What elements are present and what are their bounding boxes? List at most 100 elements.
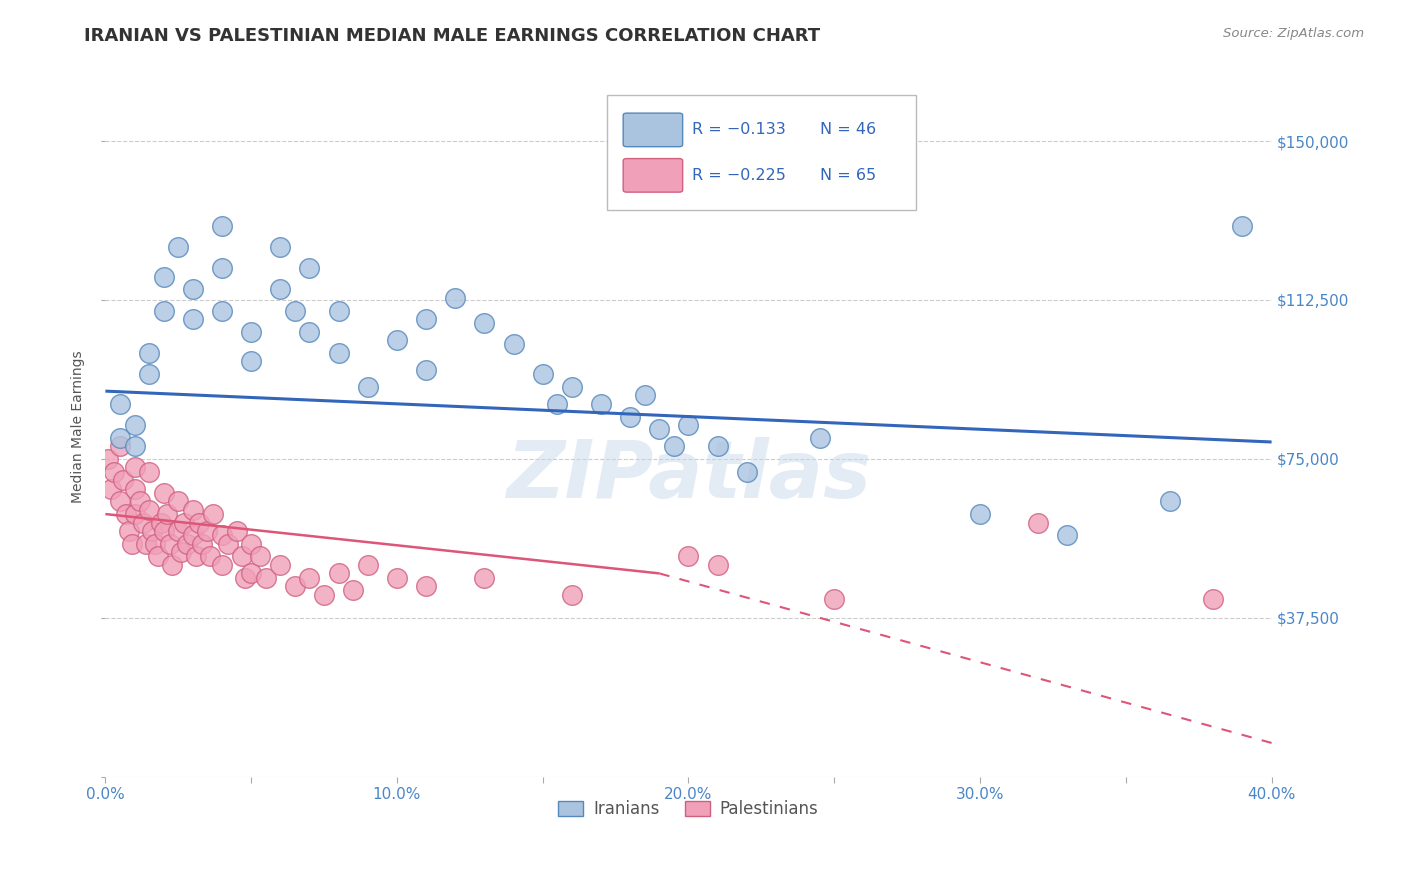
- Point: [138, 367, 160, 381]
- Point: [211, 528, 233, 542]
- Point: [735, 465, 758, 479]
- Point: [1159, 494, 1181, 508]
- Point: [546, 397, 568, 411]
- Point: [167, 240, 190, 254]
- Point: [184, 549, 207, 564]
- Point: [678, 417, 700, 432]
- Point: [197, 524, 219, 538]
- Point: [298, 571, 321, 585]
- Point: [121, 537, 143, 551]
- Point: [254, 571, 277, 585]
- Point: [415, 363, 437, 377]
- Point: [97, 452, 120, 467]
- Point: [619, 409, 641, 424]
- Point: [118, 524, 141, 538]
- Point: [181, 282, 204, 296]
- Point: [138, 503, 160, 517]
- Point: [415, 312, 437, 326]
- Point: [152, 486, 174, 500]
- Point: [124, 417, 146, 432]
- Point: [474, 316, 496, 330]
- Point: [202, 507, 225, 521]
- Point: [269, 558, 291, 572]
- Point: [531, 367, 554, 381]
- Point: [124, 482, 146, 496]
- Point: [155, 507, 177, 521]
- Point: [100, 482, 122, 496]
- Point: [108, 397, 131, 411]
- Point: [124, 460, 146, 475]
- Point: [249, 549, 271, 564]
- Point: [233, 571, 256, 585]
- Point: [648, 422, 671, 436]
- Point: [385, 571, 408, 585]
- Point: [561, 380, 583, 394]
- Point: [634, 388, 657, 402]
- Point: [111, 473, 134, 487]
- Point: [284, 579, 307, 593]
- Point: [823, 591, 845, 606]
- Point: [298, 325, 321, 339]
- Point: [170, 545, 193, 559]
- Text: Source: ZipAtlas.com: Source: ZipAtlas.com: [1223, 27, 1364, 40]
- Point: [502, 337, 524, 351]
- Point: [678, 549, 700, 564]
- Point: [190, 537, 212, 551]
- Point: [328, 303, 350, 318]
- Point: [124, 507, 146, 521]
- Point: [176, 537, 198, 551]
- Text: IRANIAN VS PALESTINIAN MEDIAN MALE EARNINGS CORRELATION CHART: IRANIAN VS PALESTINIAN MEDIAN MALE EARNI…: [84, 27, 821, 45]
- FancyBboxPatch shape: [623, 113, 683, 146]
- Point: [240, 566, 263, 581]
- Point: [108, 494, 131, 508]
- Point: [181, 312, 204, 326]
- Point: [706, 439, 728, 453]
- FancyBboxPatch shape: [607, 95, 915, 211]
- Point: [167, 524, 190, 538]
- Point: [108, 431, 131, 445]
- Point: [357, 380, 380, 394]
- Text: ZIPatlas: ZIPatlas: [506, 437, 870, 515]
- Text: R = −0.133: R = −0.133: [692, 122, 786, 137]
- Y-axis label: Median Male Earnings: Median Male Earnings: [72, 351, 86, 503]
- Point: [200, 549, 222, 564]
- Point: [152, 524, 174, 538]
- Point: [138, 346, 160, 360]
- Point: [240, 537, 263, 551]
- Point: [1232, 219, 1254, 233]
- Point: [589, 397, 612, 411]
- Point: [808, 431, 831, 445]
- Point: [328, 566, 350, 581]
- Point: [269, 240, 291, 254]
- Point: [143, 537, 166, 551]
- Point: [240, 325, 263, 339]
- Point: [662, 439, 685, 453]
- Point: [211, 303, 233, 318]
- Point: [1056, 528, 1078, 542]
- Point: [269, 282, 291, 296]
- Point: [114, 507, 136, 521]
- Point: [138, 465, 160, 479]
- Point: [312, 588, 335, 602]
- Point: [181, 528, 204, 542]
- FancyBboxPatch shape: [623, 159, 683, 192]
- Point: [141, 524, 163, 538]
- Point: [152, 303, 174, 318]
- Point: [357, 558, 380, 572]
- Point: [187, 516, 209, 530]
- Point: [146, 549, 169, 564]
- Point: [103, 465, 125, 479]
- Point: [298, 261, 321, 276]
- Point: [240, 354, 263, 368]
- Point: [167, 494, 190, 508]
- Point: [474, 571, 496, 585]
- Point: [1202, 591, 1225, 606]
- Point: [211, 219, 233, 233]
- Text: N = 65: N = 65: [820, 168, 876, 183]
- Point: [108, 439, 131, 453]
- Point: [211, 558, 233, 572]
- Point: [706, 558, 728, 572]
- Point: [231, 549, 253, 564]
- Point: [225, 524, 247, 538]
- Point: [162, 558, 184, 572]
